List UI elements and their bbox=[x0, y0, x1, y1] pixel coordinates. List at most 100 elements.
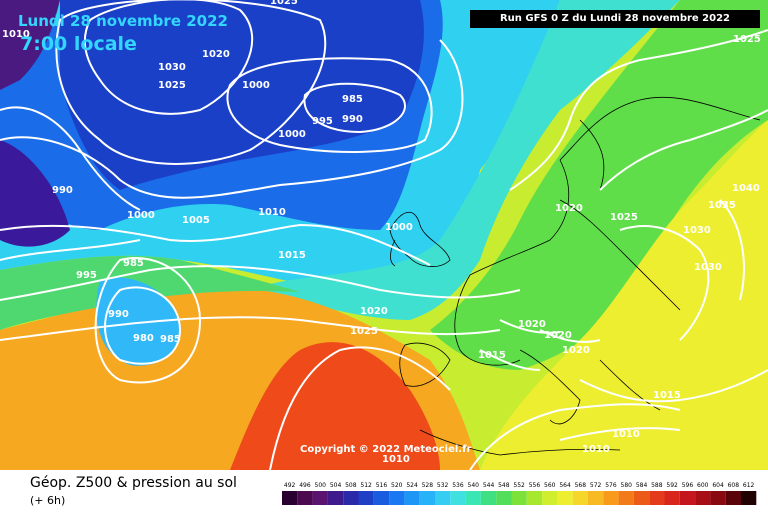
legend-subtitle: (+ 6h) bbox=[30, 494, 66, 507]
isobar-label: 1015 bbox=[478, 350, 506, 361]
legend-title: Géop. Z500 & pression au sol bbox=[30, 475, 237, 491]
isobar-label: 1020 bbox=[544, 330, 572, 341]
scale-tick-label: 592 bbox=[666, 482, 678, 489]
forecast-time: 7:00 locale bbox=[20, 33, 137, 55]
isobar-label: 990 bbox=[108, 309, 129, 320]
scale-cell bbox=[572, 491, 588, 505]
scale-tick-label: 612 bbox=[743, 482, 755, 489]
geopotential-map: 1010 1030 1025 1020 1000 985 990 995 100… bbox=[0, 0, 768, 470]
scale-cell bbox=[419, 491, 435, 505]
color-scale-cells bbox=[282, 491, 757, 505]
scale-tick-label: 568 bbox=[575, 482, 587, 489]
scale-tick-label: 560 bbox=[544, 482, 556, 489]
scale-cell bbox=[373, 491, 390, 505]
scale-tick-label: 604 bbox=[712, 482, 724, 489]
scale-cell bbox=[588, 491, 604, 505]
isobar-label: 1005 bbox=[182, 215, 210, 226]
scale-tick-label: 492 bbox=[284, 482, 296, 489]
field-red-sw bbox=[230, 342, 440, 470]
scale-tick-label: 572 bbox=[590, 482, 602, 489]
scale-tick-label: 544 bbox=[483, 482, 495, 489]
isobar-label: 995 bbox=[76, 270, 97, 281]
scale-cell bbox=[649, 491, 665, 505]
isobar-label: 1035 bbox=[708, 200, 736, 211]
isobar-labels: 1010 1030 1025 1020 1000 985 990 995 100… bbox=[2, 0, 761, 465]
scale-tick-label: 608 bbox=[728, 482, 740, 489]
scale-tick-label: 588 bbox=[651, 482, 663, 489]
field-yellow-east bbox=[480, 120, 768, 470]
isobar-label: 1030 bbox=[683, 225, 711, 236]
scale-cell bbox=[679, 491, 696, 505]
isobar-label: 1015 bbox=[653, 390, 681, 401]
forecast-date: Lundi 28 novembre 2022 bbox=[18, 12, 228, 30]
isobar-label: 1020 bbox=[562, 345, 590, 356]
scale-tick-label: 536 bbox=[452, 482, 464, 489]
scale-tick-label: 600 bbox=[697, 482, 709, 489]
isobar-label: 1020 bbox=[518, 319, 546, 330]
scale-cell bbox=[710, 491, 726, 505]
isobar-label: 1000 bbox=[242, 80, 270, 91]
isobar-label: 985 bbox=[123, 258, 144, 269]
scale-cell bbox=[312, 491, 328, 505]
isobar-label: 985 bbox=[160, 334, 181, 345]
scale-cell bbox=[603, 491, 619, 505]
scale-tick-label: 504 bbox=[330, 482, 342, 489]
isobar-label: 1000 bbox=[127, 210, 155, 221]
isobar-label: 1015 bbox=[278, 250, 306, 261]
scale-cell bbox=[664, 491, 680, 505]
scale-cell bbox=[542, 491, 558, 505]
scale-tick-label: 564 bbox=[559, 482, 571, 489]
field-purple-2 bbox=[0, 140, 70, 247]
scale-cell bbox=[389, 491, 405, 505]
isobar-label: 1010 bbox=[2, 29, 30, 40]
field-darkblue bbox=[60, 0, 424, 190]
isobar-label: 1025 bbox=[158, 80, 186, 91]
scale-tick-label: 532 bbox=[437, 482, 449, 489]
isobar-label: 1000 bbox=[278, 129, 306, 140]
color-scale-ticks: 492 496 500 504 508 512 516 520 524 528 532 536 540 5… bbox=[284, 482, 755, 489]
run-info: Run GFS 0 Z du Lundi 28 novembre 2022 bbox=[470, 10, 760, 28]
isobars bbox=[0, 0, 768, 470]
scale-cell bbox=[496, 491, 512, 505]
isobar-label: 1010 bbox=[582, 444, 610, 455]
scale-tick-label: 512 bbox=[360, 482, 372, 489]
scale-cell bbox=[404, 491, 420, 505]
scale-cell bbox=[435, 491, 451, 505]
scale-tick-label: 496 bbox=[299, 482, 311, 489]
scale-tick-label: 508 bbox=[345, 482, 357, 489]
field-lightcyan bbox=[250, 0, 680, 320]
isobar-label: 1025 bbox=[610, 212, 638, 223]
isobar-label: 1000 bbox=[385, 222, 413, 233]
scale-cell bbox=[511, 491, 527, 505]
isobar-label: 1010 bbox=[612, 429, 640, 440]
scale-tick-label: 596 bbox=[682, 482, 694, 489]
isobar-label: 1030 bbox=[158, 62, 186, 73]
scale-tick-label: 576 bbox=[605, 482, 617, 489]
isobar-label: 1025 bbox=[733, 34, 761, 45]
scale-cell bbox=[695, 491, 711, 505]
scale-tick-label: 524 bbox=[406, 482, 418, 489]
isobar-label: 1040 bbox=[732, 183, 760, 194]
scale-cell bbox=[725, 491, 741, 505]
scale-cell bbox=[297, 491, 313, 505]
scale-tick-label: 580 bbox=[621, 482, 633, 489]
legend-footer: Géop. Z500 & pression au sol (+ 6h) 492 4… bbox=[0, 470, 768, 512]
isobar-label: 1010 bbox=[258, 207, 286, 218]
scale-cell bbox=[282, 491, 298, 505]
isobar-label: 1020 bbox=[360, 306, 388, 317]
scale-cell bbox=[741, 491, 757, 505]
scale-tick-label: 556 bbox=[529, 482, 541, 489]
scale-cell bbox=[465, 491, 481, 505]
color-scale: 492 496 500 504 508 512 516 520 524 528 532 536 540 5… bbox=[282, 482, 757, 505]
scale-tick-label: 540 bbox=[468, 482, 480, 489]
scale-tick-label: 552 bbox=[513, 482, 525, 489]
isobar-label: 980 bbox=[133, 333, 154, 344]
field-green-east bbox=[430, 0, 768, 370]
isobar-label: 1010 bbox=[382, 454, 410, 465]
isobar-label: 1025 bbox=[270, 0, 298, 7]
scale-cell bbox=[450, 491, 466, 505]
copyright: Copyright © 2022 Meteociel.fr bbox=[300, 444, 472, 455]
scale-tick-label: 528 bbox=[422, 482, 434, 489]
isobar-label: 1020 bbox=[555, 203, 583, 214]
isobar-label: 990 bbox=[342, 114, 363, 125]
